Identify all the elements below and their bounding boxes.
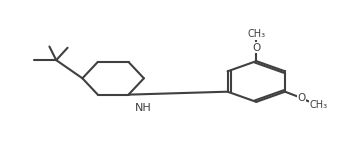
Text: O: O [252, 43, 260, 53]
Text: NH: NH [135, 103, 152, 113]
Text: CH₃: CH₃ [309, 100, 327, 110]
Text: O: O [297, 93, 306, 103]
Text: CH₃: CH₃ [247, 30, 265, 39]
